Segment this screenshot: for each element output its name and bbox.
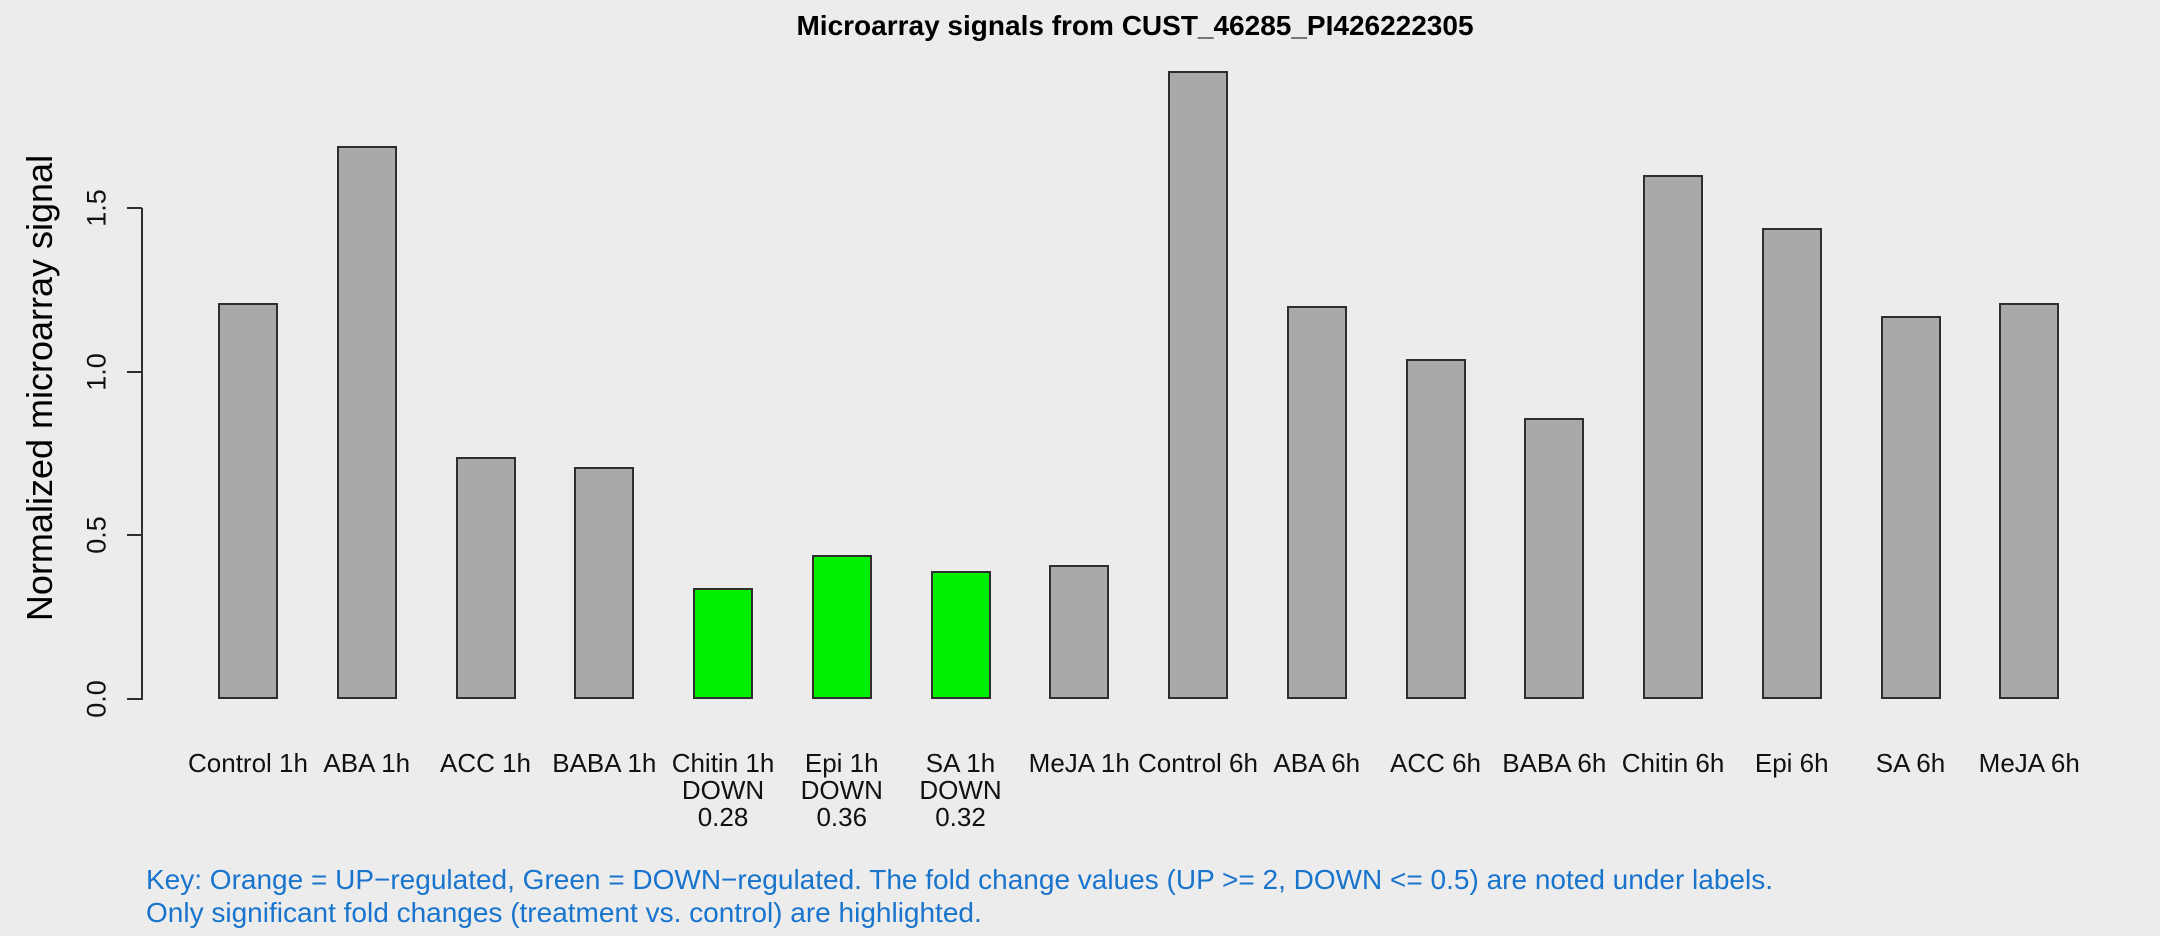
bar-sa-1h: [930, 571, 991, 699]
y-tick-label-0.5: 0.5: [81, 516, 112, 555]
x-label-sa-6h: SA 6h: [1876, 750, 1945, 777]
bar-aba-1h: [336, 145, 397, 699]
x-label-control-6h: Control 6h: [1138, 750, 1258, 777]
x-label-text: ABA 1h: [323, 748, 411, 778]
x-label-aba-1h: ABA 1h: [323, 750, 410, 777]
x-label-text: Control 1h: [188, 748, 308, 778]
bar-meja-1h: [1049, 564, 1110, 699]
bar-meja-6h: [1999, 302, 2060, 699]
y-tick-1.0: [127, 370, 142, 373]
y-tick-label-0.0: 0.0: [81, 680, 112, 718]
x-label-text: Control 6h: [1138, 748, 1258, 778]
x-label-text: ABA 6h: [1273, 748, 1361, 778]
x-label-meja-1h: MeJA 1h: [1029, 750, 1130, 777]
fold-change-value: 0.32: [935, 802, 986, 832]
fold-change-value: 0.36: [816, 802, 868, 832]
x-label-control-1h: Control 1h: [188, 750, 308, 777]
x-label-chitin-6h: Chitin 6h: [1622, 750, 1725, 777]
x-label-text: BABA 1h: [552, 748, 657, 778]
x-label-aba-6h: ABA 6h: [1273, 750, 1360, 777]
bar-baba-1h: [574, 466, 635, 699]
x-label-sa-1h: SA 1h DOWN 0.32: [919, 750, 1001, 831]
x-label-chitin-1h: Chitin 1h DOWN 0.28: [672, 750, 775, 831]
x-label-meja-6h: MeJA 6h: [1979, 750, 2080, 777]
bar-sa-6h: [1880, 316, 1941, 699]
x-label-epi-1h: Epi 1h DOWN 0.36: [801, 750, 883, 831]
x-label-text: MeJA 1h: [1028, 748, 1130, 778]
x-label-acc-6h: ACC 6h: [1390, 750, 1481, 777]
regulation-text: DOWN: [800, 775, 883, 805]
bar-acc-6h: [1405, 358, 1466, 699]
y-axis-line: [141, 208, 143, 700]
y-axis-label: Normalized microarray signal: [19, 154, 60, 622]
y-tick-1.5: [127, 207, 142, 210]
bar-acc-1h: [455, 456, 516, 699]
bar-control-6h: [1168, 70, 1228, 699]
bar-aba-6h: [1286, 306, 1347, 699]
bar-control-1h: [218, 302, 278, 699]
x-label-text: Epi 1h: [804, 748, 879, 778]
x-label-text: ACC 1h: [439, 748, 532, 778]
legend-key: Key: Orange = UP−regulated, Green = DOWN…: [146, 863, 1773, 929]
bar-chitin-1h: [693, 587, 753, 699]
x-label-acc-1h: ACC 1h: [440, 750, 531, 777]
bar-epi-6h: [1761, 227, 1822, 699]
bar-baba-6h: [1524, 417, 1585, 699]
y-tick-label-1.5: 1.5: [81, 189, 112, 227]
x-label-baba-1h: BABA 1h: [552, 750, 656, 777]
y-tick-0.5: [127, 534, 142, 537]
x-label-text: SA 1h: [925, 748, 996, 778]
regulation-text: DOWN: [919, 775, 1002, 805]
bar-epi-1h: [811, 554, 872, 699]
fold-change-value: 0.28: [697, 802, 749, 832]
x-label-text: Chitin 1h: [671, 748, 775, 778]
bar-chitin-6h: [1643, 175, 1703, 699]
x-label-text: ACC 6h: [1389, 748, 1482, 778]
x-label-text: Chitin 6h: [1621, 748, 1725, 778]
y-tick-0.0: [127, 698, 142, 700]
x-label-text: MeJA 6h: [1978, 748, 2080, 778]
regulation-text: DOWN: [681, 775, 765, 805]
x-label-text: SA 6h: [1875, 748, 1946, 778]
x-label-text: BABA 6h: [1502, 748, 1607, 778]
y-tick-label-1.0: 1.0: [81, 352, 112, 391]
x-label-text: Epi 6h: [1754, 748, 1829, 778]
x-label-epi-6h: Epi 6h: [1755, 750, 1829, 777]
legend-key-line1: Key: Orange = UP−regulated, Green = DOWN…: [146, 864, 1773, 895]
chart-title: Microarray signals from CUST_46285_PI426…: [796, 10, 1474, 41]
x-label-baba-6h: BABA 6h: [1502, 750, 1606, 777]
legend-key-line2: Only significant fold changes (treatment…: [146, 897, 982, 928]
